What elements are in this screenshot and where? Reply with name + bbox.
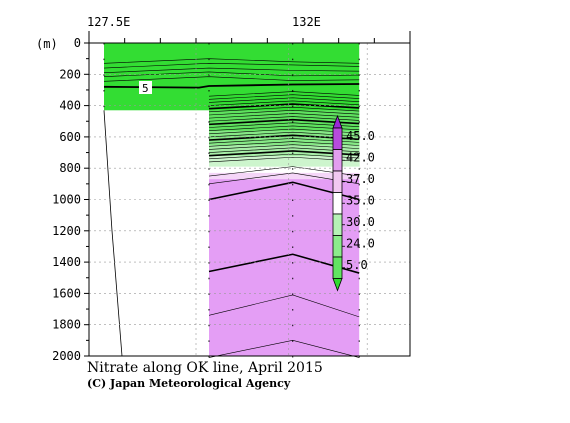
fill-pink-light (209, 172, 360, 180)
axis-ticks (84, 31, 411, 357)
colorbar-box (332, 192, 343, 215)
contour-mid (208, 113, 360, 119)
colorbar-label: 42.0 (346, 151, 375, 165)
fill-green-band (209, 155, 360, 167)
colorbar-label: 5.0 (346, 258, 368, 272)
colorbar-label: 24.0 (346, 237, 375, 251)
colorbar-label: 37.0 (346, 172, 375, 186)
fill-shelf-low (104, 43, 209, 111)
contour-mid (208, 109, 360, 116)
colorbar-label: 45.0 (346, 129, 375, 143)
x-tick-label-1: 132E (292, 15, 321, 29)
contour-mid (208, 94, 360, 100)
contour-upper (103, 58, 360, 64)
y-tick-label: 1200 (52, 224, 81, 238)
colorbar-label: 35.0 (346, 194, 375, 208)
contour-mid (208, 91, 360, 97)
contour-label-bg (139, 81, 152, 94)
y-unit-label: (m) (36, 37, 58, 51)
contour-upper (103, 67, 360, 74)
contour-mid (208, 97, 360, 103)
x-tick-label-0: 127.5E (87, 15, 130, 29)
contour-upper (103, 71, 360, 77)
contour-upper (103, 76, 360, 82)
contour-label: 5 (142, 82, 149, 95)
contour-mid (208, 100, 360, 106)
gridlines (89, 43, 410, 356)
colorbar-box (332, 149, 343, 172)
colorbar-label: 30.0 (346, 215, 375, 229)
contour-lines (103, 43, 360, 358)
colorbar-box (332, 213, 343, 236)
y-tick-label: 400 (59, 99, 81, 113)
fill-transition (209, 166, 360, 173)
contour-mid (208, 103, 360, 110)
colorbar-box (332, 127, 343, 150)
y-tick-label: 0 (74, 36, 81, 50)
y-tick-label: 800 (59, 161, 81, 175)
fill-green-band (209, 144, 360, 156)
y-tick-labels: 0 200 400 600 800 1000 1200 1400 1600 1800 2000 (52, 36, 81, 363)
chart-credit: (C) Japan Meteorological Agency (87, 377, 291, 390)
colorbar: 45.0 42.0 37.0 35.0 30.0 24.0 5.0 (332, 114, 375, 292)
y-tick-label: 1800 (52, 318, 81, 332)
y-tick-label: 200 (59, 67, 81, 81)
contour-mid (208, 106, 360, 113)
y-tick-label: 1600 (52, 286, 81, 300)
contour-deep (208, 294, 360, 318)
seafloor-line (103, 110, 123, 357)
colorbar-box (332, 170, 343, 193)
chart-title: Nitrate along OK line, April 2015 (87, 360, 323, 376)
y-tick-label: 1000 (52, 193, 81, 207)
colorbar-bottom-arrow (332, 278, 343, 292)
contour-5 (103, 83, 360, 89)
colorbar-box (332, 235, 343, 258)
y-tick-label: 1400 (52, 255, 81, 269)
y-tick-label: 600 (59, 130, 81, 144)
colorbar-box (332, 256, 343, 279)
y-tick-label: 2000 (52, 349, 81, 363)
contour-upper (103, 63, 360, 69)
